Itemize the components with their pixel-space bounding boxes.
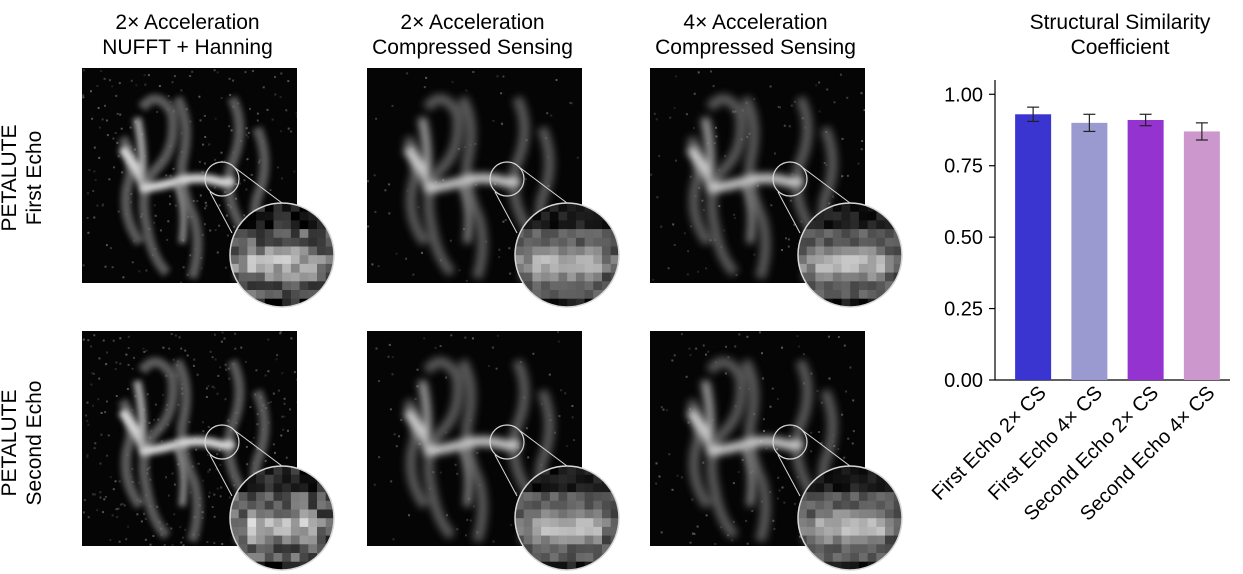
mri-image bbox=[367, 331, 620, 571]
y-tick-label: 0.50 bbox=[944, 227, 983, 249]
column-title-line1: 4× Acceleration bbox=[683, 11, 828, 34]
chart-title: Structural Similarity Coefficient bbox=[1029, 11, 1211, 59]
y-tick-label: 0.00 bbox=[944, 370, 983, 392]
mri-image bbox=[650, 331, 903, 571]
mri-panel-first-echo-cs-2x bbox=[367, 68, 620, 308]
column-title-line1: 2× Acceleration bbox=[115, 11, 260, 34]
column-title-line2: NUFFT + Hanning bbox=[102, 36, 273, 59]
bar bbox=[1127, 120, 1164, 380]
bar bbox=[1183, 131, 1220, 380]
bar bbox=[1071, 122, 1108, 380]
error-bar bbox=[1083, 113, 1096, 133]
column-title-line1: 2× Acceleration bbox=[400, 11, 545, 34]
mri-panel-first-echo-cs-4x bbox=[650, 68, 903, 308]
error-bar bbox=[1027, 106, 1040, 123]
y-tick-label: 0.25 bbox=[944, 299, 983, 321]
y-tick-label: 1.00 bbox=[944, 84, 983, 106]
error-bar bbox=[1139, 113, 1152, 127]
mri-panel-second-echo-cs-2x bbox=[367, 331, 620, 571]
column-title-cs-2x: 2× Acceleration Compressed Sensing bbox=[350, 10, 595, 60]
column-title-line2: Compressed Sensing bbox=[655, 36, 856, 59]
mri-image bbox=[82, 331, 335, 571]
mri-panel-second-echo-cs-4x bbox=[650, 331, 903, 571]
mri-image bbox=[367, 68, 620, 308]
column-title-line2: Compressed Sensing bbox=[372, 36, 573, 59]
mri-panel-second-echo-nufft-2x bbox=[82, 331, 335, 571]
error-bar bbox=[1195, 122, 1208, 141]
column-title-nufft-2x: 2× Acceleration NUFFT + Hanning bbox=[80, 10, 295, 60]
bar bbox=[1015, 114, 1052, 381]
y-tick-label: 0.75 bbox=[944, 156, 983, 178]
mri-panel-first-echo-nufft-2x bbox=[82, 68, 335, 308]
column-title-cs-4x: 4× Acceleration Compressed Sensing bbox=[633, 10, 878, 60]
